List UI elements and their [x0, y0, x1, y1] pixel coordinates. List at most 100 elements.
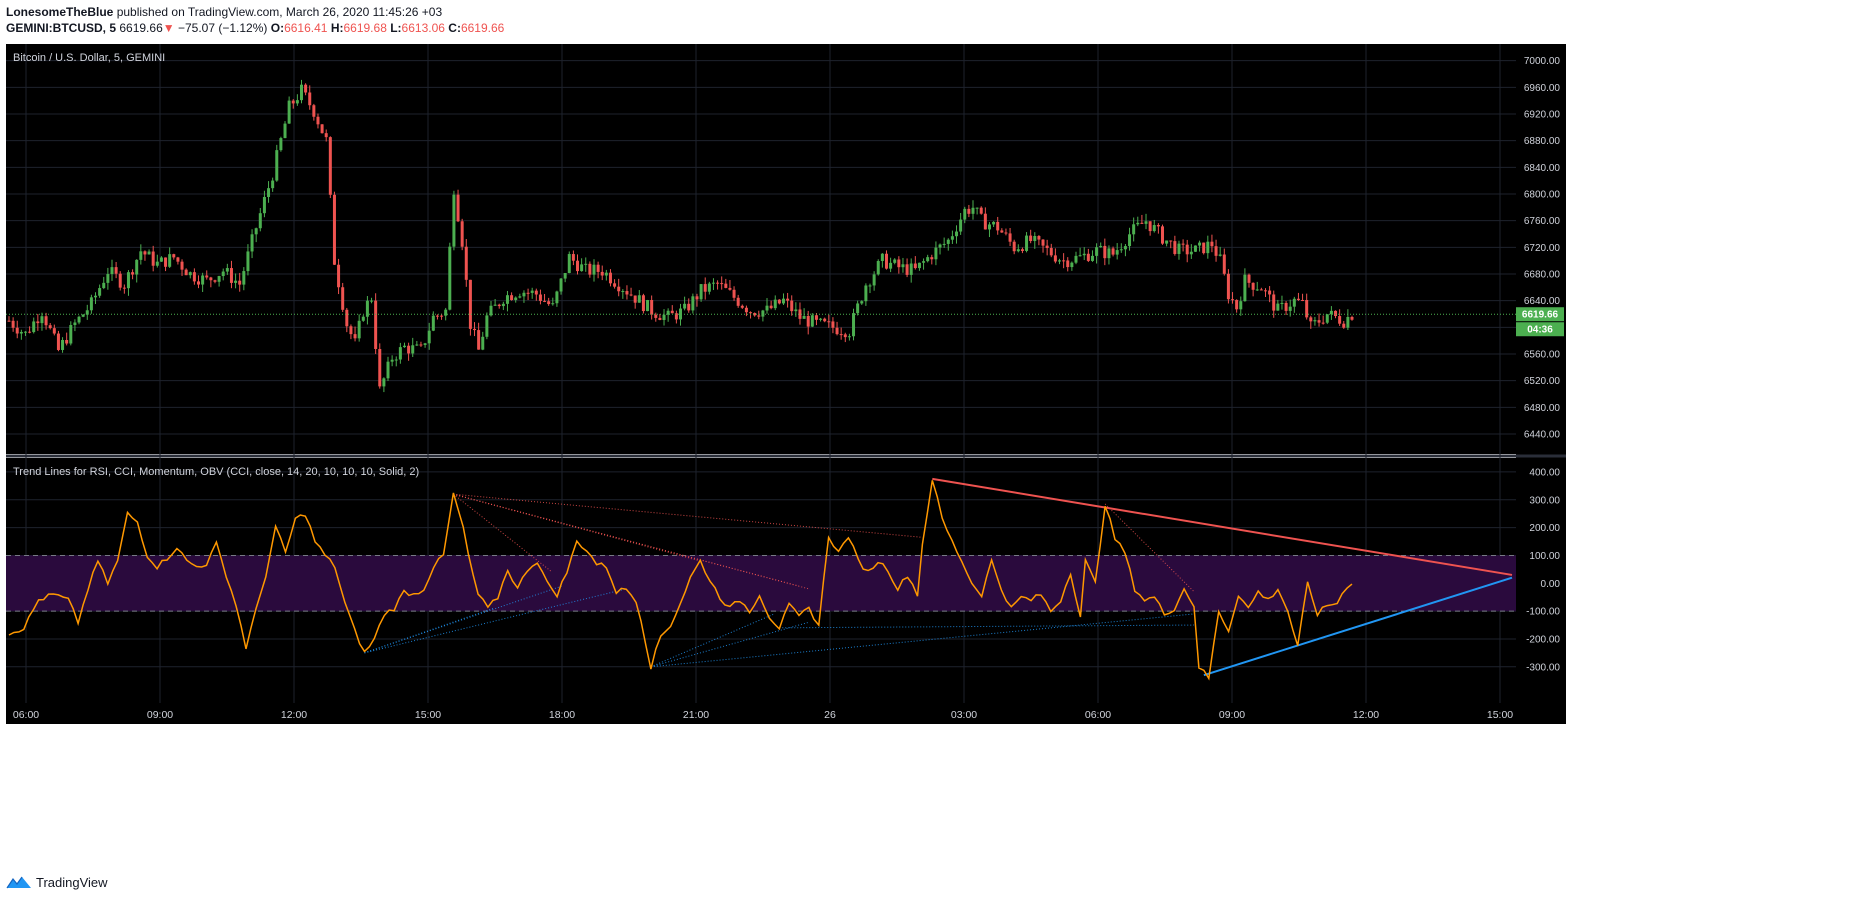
candle-body	[126, 272, 130, 289]
candle-body	[814, 315, 818, 320]
candle-body	[1165, 240, 1169, 244]
candle-body	[773, 299, 777, 309]
candle-body	[361, 316, 365, 321]
candle-body	[934, 247, 938, 260]
candle-body	[209, 277, 213, 281]
candle-body	[271, 180, 275, 189]
candle-body	[580, 264, 584, 272]
candle-body	[1181, 243, 1185, 245]
candle-body	[1193, 245, 1197, 252]
candle-body	[201, 275, 205, 285]
candle-body	[979, 207, 983, 214]
candle-body	[893, 259, 897, 263]
candle-body	[238, 280, 242, 285]
candle-body	[576, 260, 580, 272]
candle-body	[135, 259, 139, 275]
candle-body	[633, 295, 637, 303]
indicator-title: Trend Lines for RSI, CCI, Momentum, OBV …	[13, 466, 419, 478]
candle-body	[497, 304, 501, 307]
candle-body	[44, 316, 48, 326]
candle-body	[744, 307, 748, 313]
candle-body	[963, 208, 967, 220]
chart-canvas[interactable]: 7000.00 6960.00 6920.00 6880.00 6840.00 6800.…	[6, 44, 1866, 864]
candle-body	[1218, 254, 1222, 256]
candle-body	[724, 283, 728, 288]
candle-body	[1086, 253, 1090, 261]
candle-body	[246, 251, 250, 272]
candle-body	[835, 327, 839, 335]
candle-body	[151, 251, 155, 266]
candle-body	[159, 257, 163, 262]
candle-body	[1123, 246, 1127, 250]
candle-body	[613, 283, 617, 287]
candle-body	[555, 291, 559, 304]
cci-tick-label: 100.00	[1529, 551, 1560, 562]
candle-body	[852, 313, 856, 337]
price-tick-label: 6680.00	[1524, 270, 1561, 281]
candle-body	[567, 254, 571, 274]
candle-body	[1292, 298, 1296, 307]
time-axis[interactable]	[6, 703, 1516, 724]
candle-body	[794, 309, 798, 312]
candle-body	[860, 301, 864, 304]
candle-body	[913, 263, 917, 269]
author-name[interactable]: LonesomeTheBlue	[6, 5, 114, 19]
price-pane[interactable]	[6, 44, 1516, 454]
candle-body	[481, 336, 485, 350]
time-tick-label: 09:00	[1219, 709, 1245, 721]
candle-body	[102, 282, 106, 289]
time-tick-label: 15:00	[1487, 709, 1513, 721]
candle-body	[176, 257, 180, 262]
candle-body	[707, 283, 711, 292]
candle-body	[699, 284, 703, 300]
candle-body	[427, 330, 431, 344]
candles	[7, 79, 1354, 393]
candle-body	[600, 271, 604, 276]
candle-body	[571, 254, 575, 261]
candle-body	[695, 296, 699, 300]
candle-body	[518, 296, 522, 298]
price-tick-label: 6440.00	[1524, 430, 1561, 441]
candle-body	[81, 314, 85, 317]
cci-ticks: 400.00 300.00 200.00 100.00 0.00 -100.00 -200.…	[1526, 467, 1560, 673]
candle-body	[1160, 226, 1164, 244]
candle-body	[732, 289, 736, 298]
cci-tick-label: -100.00	[1526, 607, 1560, 618]
candle-body	[703, 284, 707, 292]
last-price-badge: 6619.66 04:36	[1516, 307, 1564, 337]
candle-body	[942, 243, 946, 245]
chart-area[interactable]: 7000.00 6960.00 6920.00 6880.00 6840.00 6800.…	[6, 44, 1866, 864]
candle-body	[514, 297, 518, 301]
candle-body	[654, 314, 658, 318]
candle-body	[205, 275, 209, 278]
candle-body	[1119, 249, 1123, 251]
candle-body	[691, 296, 695, 311]
resistance-helper-line	[453, 493, 810, 590]
candle-body	[267, 188, 271, 197]
candle-body	[831, 321, 835, 328]
price-tick-label: 6520.00	[1524, 376, 1561, 387]
candle-body	[229, 268, 233, 283]
price-tick-label: 6880.00	[1524, 136, 1561, 147]
candle-body	[328, 137, 332, 195]
candle-body	[975, 207, 979, 209]
candle-body	[7, 320, 11, 322]
candle-body	[1309, 317, 1313, 322]
candle-body	[1049, 248, 1053, 256]
price-axis[interactable]	[1516, 44, 1566, 724]
candle-body	[48, 325, 52, 329]
candle-body	[1058, 260, 1062, 262]
candle-body	[304, 84, 308, 93]
footer[interactable]: TradingView	[6, 872, 108, 892]
candle-body	[761, 310, 765, 317]
candle-body	[40, 316, 44, 324]
candle-body	[1025, 235, 1029, 251]
candle-body	[493, 304, 497, 306]
symbol-label: GEMINI:BTCUSD, 5	[6, 21, 117, 35]
candle-body	[650, 300, 654, 315]
candle-body	[1012, 241, 1016, 252]
candle-body	[827, 321, 831, 323]
candle-body	[543, 300, 547, 302]
time-tick-label: 06:00	[13, 709, 39, 721]
candle-body	[254, 228, 258, 235]
